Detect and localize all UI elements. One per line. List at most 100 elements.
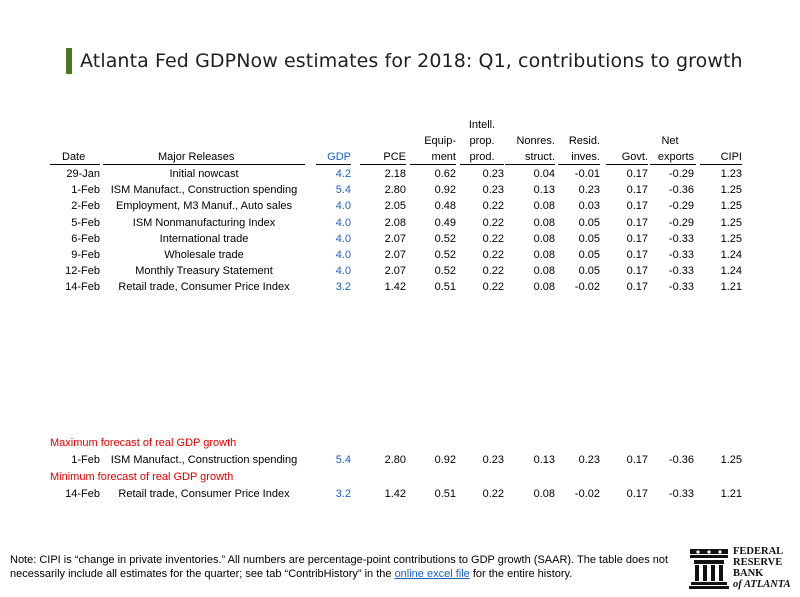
header-major-releases: Major Releases <box>158 151 235 163</box>
table-cell-gdp: 3.2 <box>335 281 351 294</box>
min-row-release: Retail trade, Consumer Price Index <box>118 488 290 500</box>
footnote: Note: CIPI is “change in private invento… <box>10 553 675 581</box>
table-cell-govt: 0.17 <box>626 168 648 180</box>
table-cell-date: 29-Jan <box>66 168 100 180</box>
header-resid-2: inves. <box>571 151 600 163</box>
table-cell-pce: 2.08 <box>384 216 406 229</box>
table-cell-gdp: 4.0 <box>335 249 351 261</box>
min-row-gdp: 3.2 <box>335 488 351 500</box>
table-cell-pce: 2.80 <box>384 184 406 197</box>
footnote-text: Note: CIPI is “change in private invento… <box>10 554 669 580</box>
table-cell-equip: 0.52 <box>434 249 456 261</box>
header-underline <box>410 164 456 165</box>
max-row-resid: 0.23 <box>578 454 600 466</box>
min-row-pce: 1.42 <box>384 488 406 500</box>
min-row-govt: 0.17 <box>626 488 648 500</box>
table-cell-pce: 2.07 <box>384 232 406 245</box>
max-row-nonres: 0.13 <box>533 454 555 466</box>
table-cell-govt: 0.17 <box>626 265 648 278</box>
table-cell-cipi: 1.24 <box>720 249 742 261</box>
table-cell-equip: 0.51 <box>434 281 456 294</box>
max-row-gdp: 5.4 <box>335 454 351 466</box>
table-cell-intell: 0.23 <box>482 168 504 180</box>
min-row-net: -0.33 <box>668 488 694 500</box>
min-row-date: 14-Feb <box>65 488 100 500</box>
header-underline <box>103 164 305 165</box>
table-cell-gdp: 4.0 <box>335 200 351 213</box>
table-cell-net: -0.33 <box>668 265 694 278</box>
table-cell-intell: 0.22 <box>482 281 504 294</box>
federal-reserve-logo-text: FEDERAL RESERVE BANK of ATLANTA <box>733 546 791 590</box>
table-cell-pce: 1.42 <box>384 281 406 294</box>
max-row-cipi: 1.25 <box>720 454 742 466</box>
table-cell-govt: 0.17 <box>626 249 648 261</box>
header-net-1: Net <box>661 135 679 147</box>
table-cell-resid: 0.23 <box>578 184 600 197</box>
max-row-govt: 0.17 <box>626 454 648 466</box>
table-cell-govt: 0.17 <box>626 281 648 294</box>
table-cell-release: Retail trade, Consumer Price Index <box>118 281 290 294</box>
table-cell-equip: 0.62 <box>434 168 456 180</box>
bank-building-icon <box>689 549 729 589</box>
header-equipment-1: Equip- <box>424 135 456 147</box>
max-forecast-label: Maximum forecast of real GDP growth <box>50 437 237 449</box>
table-cell-pce: 2.05 <box>384 200 406 213</box>
table-cell-intell: 0.22 <box>482 265 504 278</box>
table-cell-nonres: 0.04 <box>533 168 555 180</box>
table-cell-equip: 0.52 <box>434 232 456 245</box>
max-row-release: ISM Manufact., Construction spending <box>110 454 298 466</box>
min-row-nonres: 0.08 <box>533 488 555 500</box>
min-forecast-label: Minimum forecast of real GDP growth <box>50 471 234 483</box>
max-row-pce: 2.80 <box>384 454 406 466</box>
table-cell-equip: 0.92 <box>434 184 456 197</box>
max-row-equip: 0.92 <box>434 454 456 466</box>
table-cell-net: -0.36 <box>668 184 694 197</box>
table-cell-release: Wholesale trade <box>164 249 244 261</box>
header-underline <box>316 164 351 165</box>
table-cell-date: 2-Feb <box>71 200 100 213</box>
table-cell-net: -0.33 <box>668 281 694 294</box>
table-cell-cipi: 1.25 <box>720 216 742 229</box>
header-nonres-1: Nonres. <box>516 135 555 147</box>
table-cell-gdp: 5.4 <box>335 184 351 197</box>
table-cell-release: Initial nowcast <box>169 168 239 180</box>
table-cell-equip: 0.49 <box>434 216 456 229</box>
table-cell-resid: -0.02 <box>574 281 600 294</box>
table-cell-govt: 0.17 <box>626 232 648 245</box>
header-intell-1: Intell. <box>468 119 496 131</box>
table-cell-release: ISM Manufact., Construction spending <box>110 184 298 197</box>
table-cell-resid: -0.01 <box>574 168 600 180</box>
table-cell-gdp: 4.0 <box>335 232 351 245</box>
table-cell-govt: 0.17 <box>626 184 648 197</box>
table-cell-cipi: 1.21 <box>720 281 742 294</box>
header-underline <box>606 164 648 165</box>
table-cell-pce: 2.18 <box>384 168 406 180</box>
header-intell-2: prop. <box>469 135 495 147</box>
header-date: Date <box>62 151 86 163</box>
header-equipment-2: ment <box>431 151 456 163</box>
table-cell-resid: 0.03 <box>578 200 600 213</box>
table-cell-pce: 2.07 <box>384 249 406 261</box>
table-cell-resid: 0.05 <box>578 249 600 261</box>
table-cell-nonres: 0.08 <box>533 216 555 229</box>
table-cell-resid: 0.05 <box>578 216 600 229</box>
header-pce: PCE <box>383 151 406 163</box>
online-excel-file-link[interactable]: online excel file <box>394 568 470 580</box>
table-cell-date: 9-Feb <box>71 249 100 261</box>
table-cell-intell: 0.22 <box>482 200 504 213</box>
table-cell-gdp: 4.0 <box>335 265 351 278</box>
max-row-date: 1-Feb <box>71 454 100 466</box>
header-underline <box>700 164 742 165</box>
table-cell-release: Employment, M3 Manuf., Auto sales <box>115 200 293 213</box>
max-row-net: -0.36 <box>668 454 694 466</box>
table-cell-intell: 0.22 <box>482 232 504 245</box>
header-underline <box>505 164 555 165</box>
table-cell-cipi: 1.25 <box>720 232 742 245</box>
header-underline <box>360 164 406 165</box>
min-row-cipi: 1.21 <box>720 488 742 500</box>
table-cell-net: -0.29 <box>668 200 694 213</box>
header-underline <box>460 164 504 165</box>
table-cell-cipi: 1.25 <box>720 200 742 213</box>
table-cell-resid: 0.05 <box>578 232 600 245</box>
min-row-intell: 0.22 <box>482 488 504 500</box>
